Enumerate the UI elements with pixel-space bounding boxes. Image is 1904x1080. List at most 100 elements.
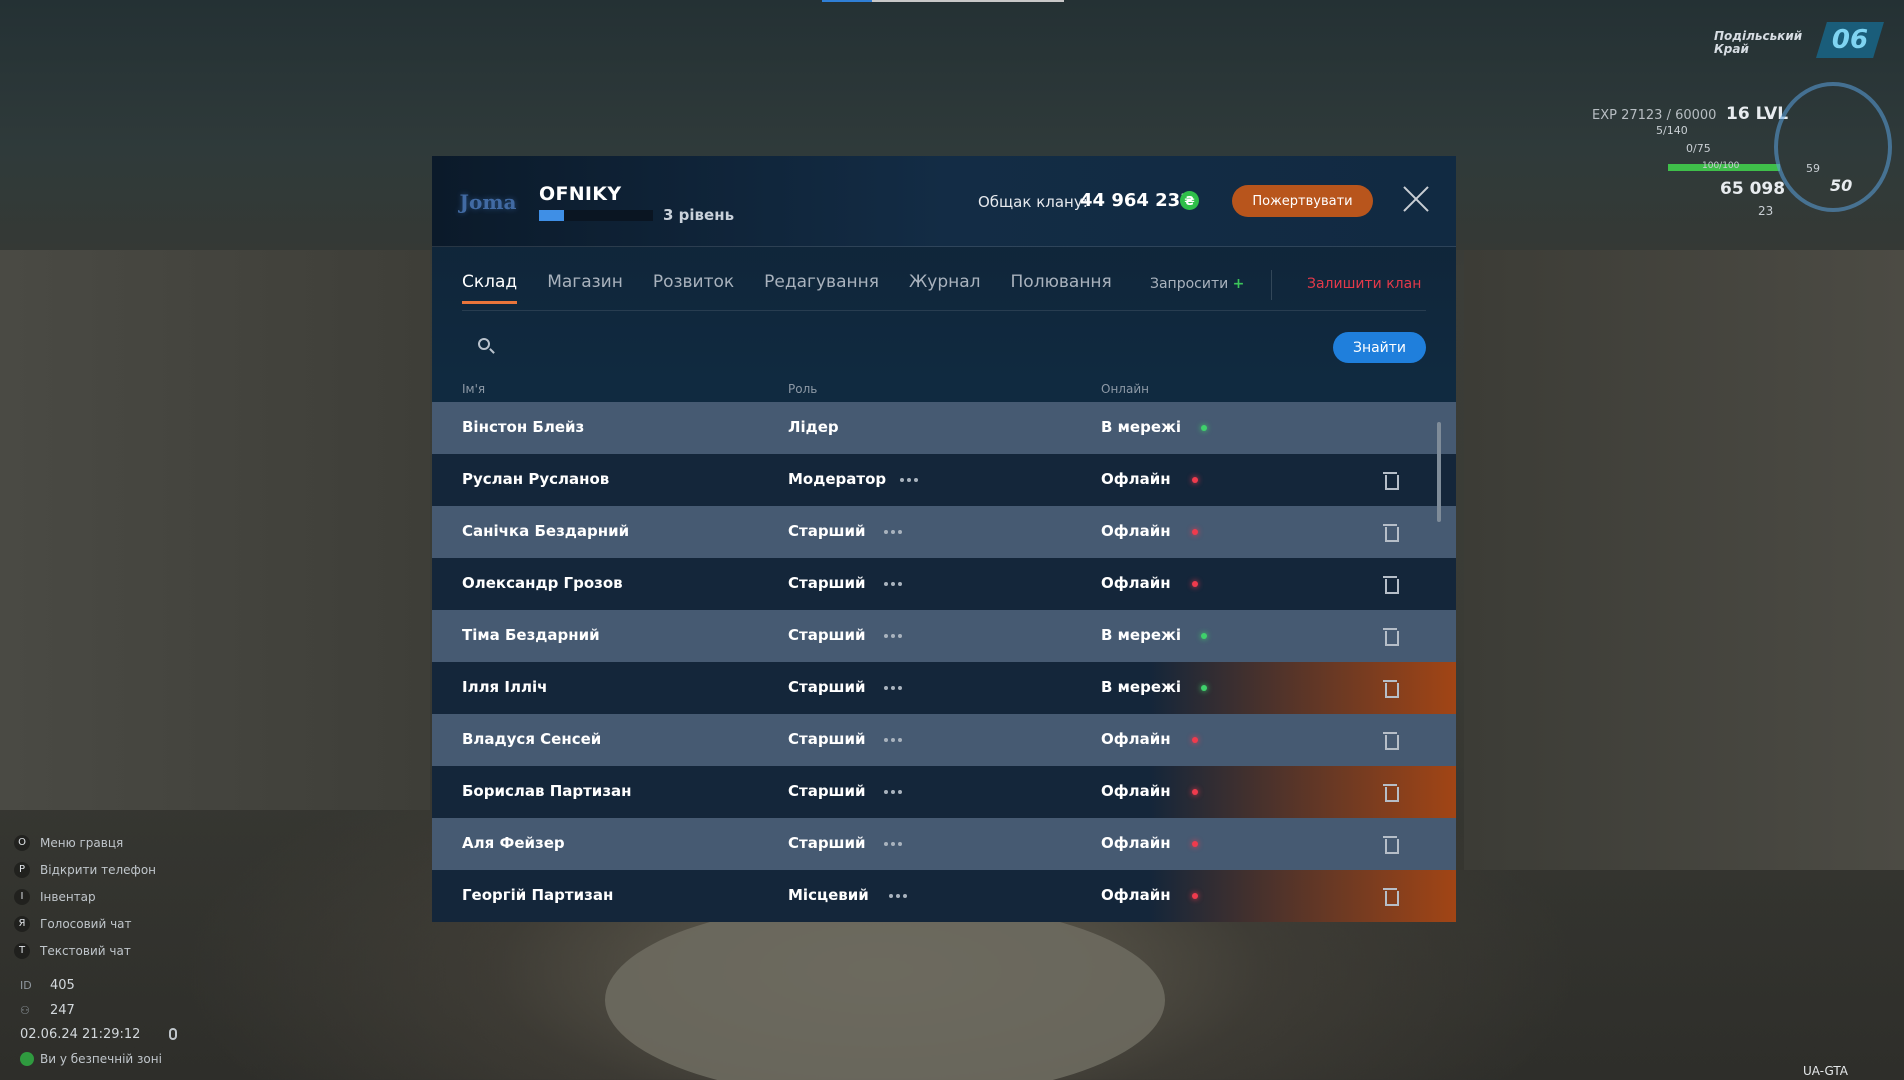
table-row[interactable]: Борислав Партизан Старший Офлайн [432,766,1456,818]
tab-3[interactable]: Редагування [764,272,879,292]
region-number: 06 [1816,22,1884,58]
find-button[interactable]: Знайти [1333,332,1426,363]
offline-dot-icon [1192,477,1198,483]
background-wall-left [0,250,430,810]
key-hint-label: Меню гравця [40,836,124,850]
treasury-label: Общак клану: [978,193,1088,211]
more-options-icon[interactable] [884,530,904,534]
invite-button[interactable]: Запросити + [1150,276,1245,292]
health-bar [1668,164,1780,171]
close-icon[interactable] [1401,184,1431,214]
plus-icon: + [1232,276,1245,292]
more-options-icon[interactable] [884,634,904,638]
offline-dot-icon [1192,581,1198,587]
tab-5[interactable]: Полювання [1010,272,1112,292]
key-badge: O [14,835,30,851]
more-options-icon[interactable] [884,738,904,742]
trash-icon[interactable] [1383,628,1399,646]
online-dot-icon [1201,633,1207,639]
level-counter: 16 LVL [1726,104,1789,124]
trash-icon[interactable] [1383,732,1399,750]
offline-dot-icon [1192,529,1198,535]
background-wall-right [1464,250,1904,870]
exp-counter: EXP 27123 / 60000 [1592,108,1717,123]
microphone-icon [169,1028,177,1040]
member-name: Санічка Бездарний [462,522,630,540]
key-hint-label: Інвентар [40,890,96,904]
more-options-icon[interactable] [889,894,909,898]
leave-clan-button[interactable]: Залишити клан [1307,276,1422,292]
clan-logo: Joma [459,190,517,214]
ammo-total: 50 [1830,176,1853,195]
table-row[interactable]: Аля Фейзер Старший Офлайн [432,818,1456,870]
offline-dot-icon [1192,841,1198,847]
search-icon [478,338,490,350]
region-badge: Подільський Край 06 [1708,22,1894,64]
member-role: Старший [788,730,866,748]
key-hint: I Інвентар [14,889,156,916]
key-hint-label: Відкрити телефон [40,863,157,877]
hud-stat-b: 0/75 [1686,142,1711,155]
hryvnia-icon: ₴ [1180,191,1199,210]
money-counter: 65 098 [1720,179,1786,199]
player-id: ID 405 [20,978,75,993]
key-hints: O Меню гравця P Відкрити телефон I Інвентар Я Г… [14,835,156,970]
action-divider [1271,270,1272,300]
member-status: В мережі [1101,678,1182,696]
scrollbar[interactable] [1437,422,1441,522]
ammo-clip: 59 [1806,162,1820,175]
member-status: В мережі [1101,418,1182,436]
trash-icon[interactable] [1383,576,1399,594]
column-online: Онлайн [1101,382,1149,396]
table-row[interactable]: Вінстон Блейз Лідер В мережі [432,402,1456,454]
table-row[interactable]: Георгій Партизан Місцевий Офлайн [432,870,1456,922]
member-name: Георгій Партизан [462,886,614,904]
background-rug [605,900,1165,1080]
member-status: Офлайн [1101,730,1171,748]
member-name: Тіма Бездарний [462,626,600,644]
trash-icon[interactable] [1383,524,1399,542]
table-row[interactable]: Руслан Русланов Модератор Офлайн [432,454,1456,506]
tab-4[interactable]: Журнал [908,272,981,292]
trash-icon[interactable] [1383,888,1399,906]
member-status: Офлайн [1101,522,1171,540]
table-row[interactable]: Тіма Бездарний Старший В мережі [432,610,1456,662]
member-role: Старший [788,834,866,852]
clan-modal: Joma OFNIKY 3 рівень Общак клану: 44 964… [432,156,1456,922]
key-badge: I [14,889,30,905]
trash-icon[interactable] [1383,472,1399,490]
table-row[interactable]: Владуся Сенсей Старший Офлайн [432,714,1456,766]
more-options-icon[interactable] [884,582,904,586]
more-options-icon[interactable] [900,478,920,482]
table-row[interactable]: Санічка Бездарний Старший Офлайн [432,506,1456,558]
trash-icon[interactable] [1383,680,1399,698]
more-options-icon[interactable] [884,790,904,794]
treasury-value: 44 964 232 [1080,190,1193,211]
safe-zone-indicator: Ви у безпечній зоні [20,1052,162,1066]
tab-2[interactable]: Розвиток [652,272,735,292]
table-row[interactable]: Олександр Грозов Старший Офлайн [432,558,1456,610]
trash-icon[interactable] [1383,836,1399,854]
key-badge: T [14,943,30,959]
members-table: Вінстон Блейз Лідер В мережі Руслан Руслано… [432,402,1456,922]
table-row[interactable]: Ілля Ілліч Старший В мережі [432,662,1456,714]
players-icon: ⚇ [20,1004,30,1017]
tab-0[interactable]: Склад [462,272,518,304]
tab-1[interactable]: Магазин [547,272,623,292]
member-role: Старший [788,574,866,592]
member-status: Офлайн [1101,834,1171,852]
member-status: Офлайн [1101,574,1171,592]
member-status: Офлайн [1101,886,1171,904]
key-hint: T Текстовий чат [14,943,156,970]
member-role: Місцевий [788,886,869,904]
key-badge: Я [14,916,30,932]
trash-icon[interactable] [1383,784,1399,802]
online-dot-icon [1201,685,1207,691]
more-options-icon[interactable] [884,842,904,846]
donate-button[interactable]: Пожертвувати [1232,185,1373,217]
member-role: Старший [788,626,866,644]
search-input[interactable] [462,328,1142,364]
key-badge: P [14,862,30,878]
more-options-icon[interactable] [884,686,904,690]
top-progress-bar [822,0,1064,2]
